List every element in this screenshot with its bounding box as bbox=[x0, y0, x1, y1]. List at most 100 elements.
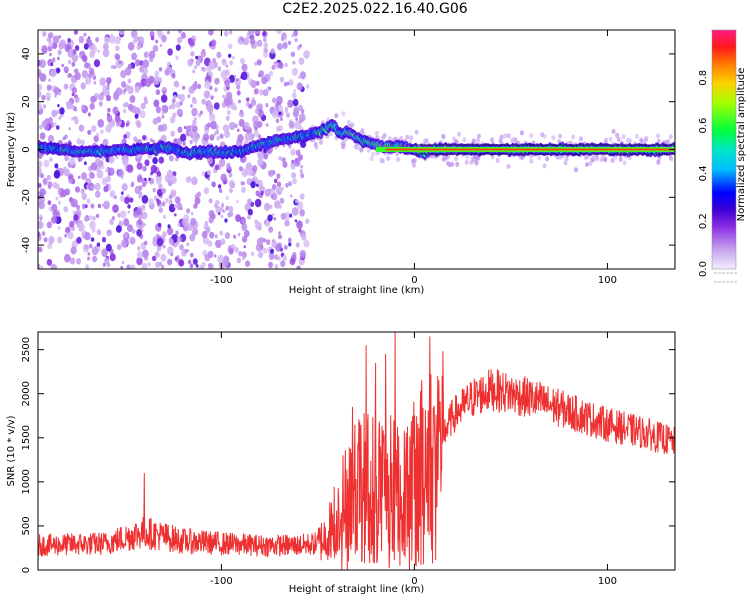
noise-cell bbox=[359, 147, 364, 153]
colorbar-slice bbox=[712, 72, 736, 74]
noise-cell bbox=[213, 102, 220, 110]
noise-cell bbox=[173, 94, 177, 100]
noise-cell bbox=[81, 172, 87, 180]
colorbar-slice bbox=[712, 256, 736, 258]
colorbar-slice bbox=[712, 136, 736, 138]
colorbar-slice bbox=[712, 79, 736, 81]
noise-cell bbox=[152, 157, 158, 165]
colorbar-slice bbox=[712, 235, 736, 237]
colorbar-slice bbox=[712, 164, 736, 166]
noise-cell bbox=[201, 230, 208, 239]
noise-cell bbox=[193, 65, 197, 70]
noise-cell bbox=[455, 161, 460, 167]
noise-cell bbox=[85, 264, 89, 269]
noise-cell bbox=[133, 136, 138, 143]
colorbar-slice bbox=[712, 188, 736, 190]
noise-cell bbox=[176, 202, 183, 211]
noise-cell bbox=[211, 39, 217, 47]
noise-cell bbox=[47, 200, 52, 206]
noise-cell bbox=[121, 260, 125, 265]
noise-cell bbox=[91, 125, 97, 133]
noise-cell bbox=[188, 38, 195, 47]
noise-cell bbox=[220, 173, 227, 182]
noise-cell bbox=[188, 85, 195, 94]
noise-cell bbox=[69, 257, 76, 265]
noise-cell bbox=[88, 72, 93, 79]
noise-cell bbox=[136, 162, 143, 170]
noise-cell bbox=[156, 237, 164, 247]
noise-cell bbox=[219, 230, 224, 236]
noise-cell bbox=[283, 244, 288, 250]
noise-cell bbox=[295, 149, 301, 156]
noise-cell bbox=[64, 233, 68, 238]
noise-cell bbox=[46, 97, 50, 102]
noise-cell bbox=[108, 167, 115, 176]
noise-cell bbox=[97, 49, 100, 53]
noise-cell bbox=[47, 181, 53, 188]
noise-cell bbox=[182, 218, 189, 227]
noise-cell bbox=[255, 30, 261, 34]
noise-cell bbox=[123, 218, 130, 227]
noise-cell bbox=[257, 251, 264, 259]
noise-cell bbox=[243, 122, 250, 131]
colorbar-slice bbox=[712, 34, 736, 36]
noise-cell bbox=[214, 87, 218, 93]
noise-cell bbox=[73, 214, 79, 221]
noise-cell bbox=[202, 236, 209, 245]
colorbar-slice bbox=[712, 251, 736, 253]
noise-cell bbox=[216, 135, 220, 141]
noise-cell bbox=[162, 214, 167, 220]
noise-cell bbox=[90, 203, 95, 209]
noise-cell bbox=[197, 83, 202, 89]
colorbar-slice bbox=[712, 123, 736, 125]
noise-cell bbox=[57, 49, 62, 56]
noise-cell bbox=[71, 53, 79, 63]
noise-cell bbox=[87, 129, 92, 136]
colorbar-slice bbox=[712, 129, 736, 131]
noise-cell bbox=[281, 157, 286, 163]
noise-cell bbox=[269, 107, 275, 114]
noise-cell bbox=[179, 244, 184, 251]
noise-cell bbox=[277, 43, 283, 51]
noise-cell bbox=[83, 216, 89, 222]
colorbar-slice bbox=[712, 107, 736, 109]
colorbar-slice bbox=[712, 58, 736, 60]
noise-cell bbox=[253, 129, 259, 137]
noise-cell bbox=[58, 89, 62, 93]
noise-cell bbox=[180, 32, 186, 39]
noise-cell bbox=[247, 198, 252, 205]
colorbar-slice bbox=[712, 157, 736, 159]
noise-cell bbox=[396, 157, 401, 162]
noise-cell bbox=[253, 88, 259, 95]
noise-cell bbox=[214, 77, 220, 85]
noise-cell bbox=[288, 121, 294, 129]
noise-cell bbox=[80, 82, 86, 90]
noise-cell bbox=[193, 203, 198, 209]
colorbar-slice bbox=[712, 110, 736, 112]
colorbar-slice bbox=[712, 81, 736, 83]
noise-cell bbox=[102, 262, 106, 267]
noise-cell bbox=[180, 133, 187, 142]
noise-cell bbox=[182, 141, 186, 146]
noise-cell bbox=[96, 132, 100, 137]
colorbar-slice bbox=[712, 130, 736, 132]
ridge-core-line bbox=[385, 148, 675, 151]
noise-cell bbox=[621, 134, 626, 140]
noise-cell bbox=[137, 175, 143, 183]
noise-cell bbox=[259, 89, 265, 96]
colorbar-slice bbox=[712, 109, 736, 111]
colorbar-slice bbox=[712, 236, 736, 238]
colorbar-slice bbox=[712, 259, 736, 261]
colorbar-slice bbox=[712, 39, 736, 41]
noise-cell bbox=[84, 62, 90, 69]
colorbar-slice bbox=[712, 239, 736, 241]
noise-cell bbox=[89, 220, 96, 230]
noise-cell bbox=[131, 229, 136, 234]
colorbar-slice bbox=[712, 255, 736, 257]
noise-cell bbox=[262, 37, 267, 43]
noise-cell bbox=[157, 222, 162, 228]
noise-cell bbox=[69, 220, 75, 228]
noise-cell bbox=[250, 133, 255, 140]
colorbar-slice bbox=[712, 77, 736, 79]
colorbar-slice bbox=[712, 69, 736, 71]
